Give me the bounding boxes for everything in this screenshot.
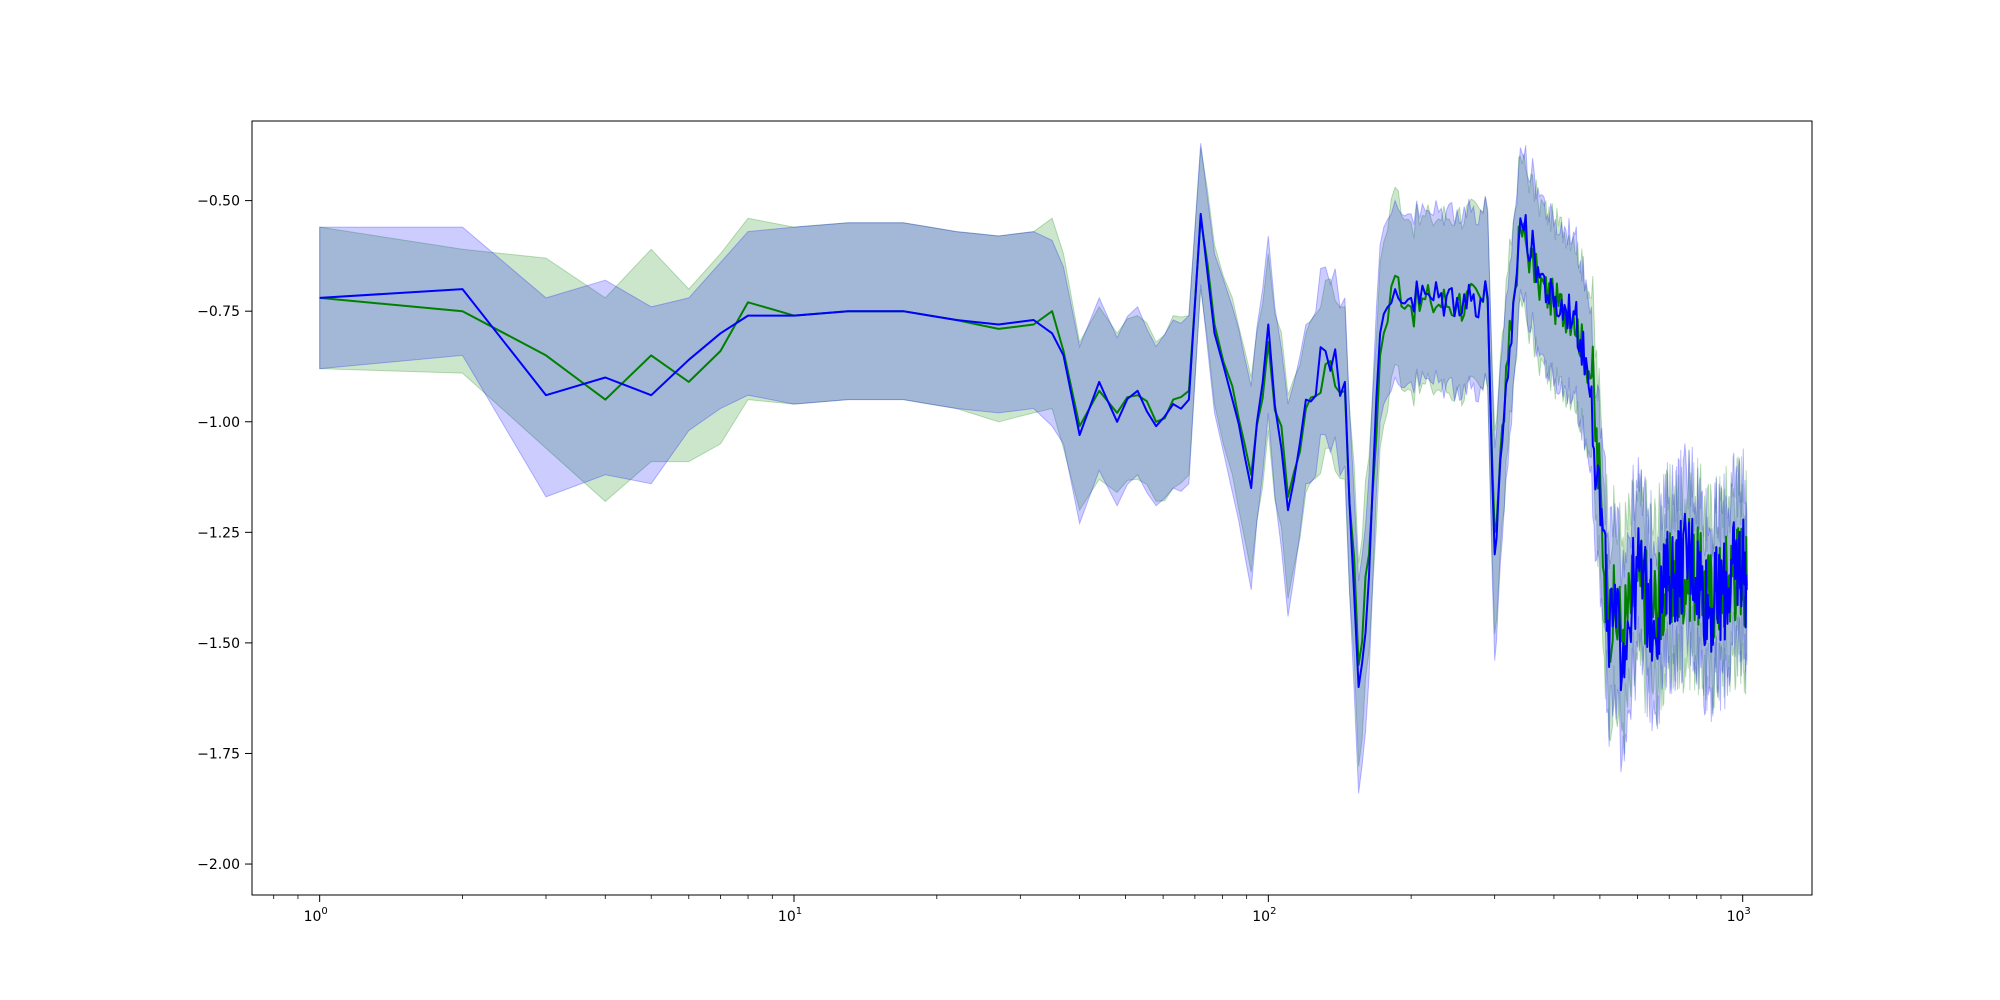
x-axis: 100 101 102 103	[273, 895, 1751, 925]
series-lines	[319, 212, 1748, 692]
y-axis: −0.50 −0.75 −1.00 −1.25 −1.50 −1.75 −2.00	[197, 194, 252, 873]
x-tick-label: 101	[778, 906, 802, 925]
series-2-line	[319, 212, 1748, 692]
x-tick-label: 102	[1252, 906, 1276, 925]
y-tick-label: −0.75	[197, 304, 240, 320]
x-tick-label: 103	[1727, 906, 1751, 925]
plot-frame	[251, 120, 1813, 896]
y-tick-label: −1.75	[197, 746, 240, 762]
series-1-line	[319, 217, 1748, 673]
y-tick-label: −2.00	[197, 857, 240, 873]
y-tick-label: −0.50	[197, 194, 240, 210]
y-tick-label: −1.50	[197, 636, 240, 652]
y-tick-label: −1.00	[197, 415, 240, 431]
x-tick-label: 100	[304, 906, 328, 925]
y-tick-label: −1.25	[197, 525, 240, 541]
